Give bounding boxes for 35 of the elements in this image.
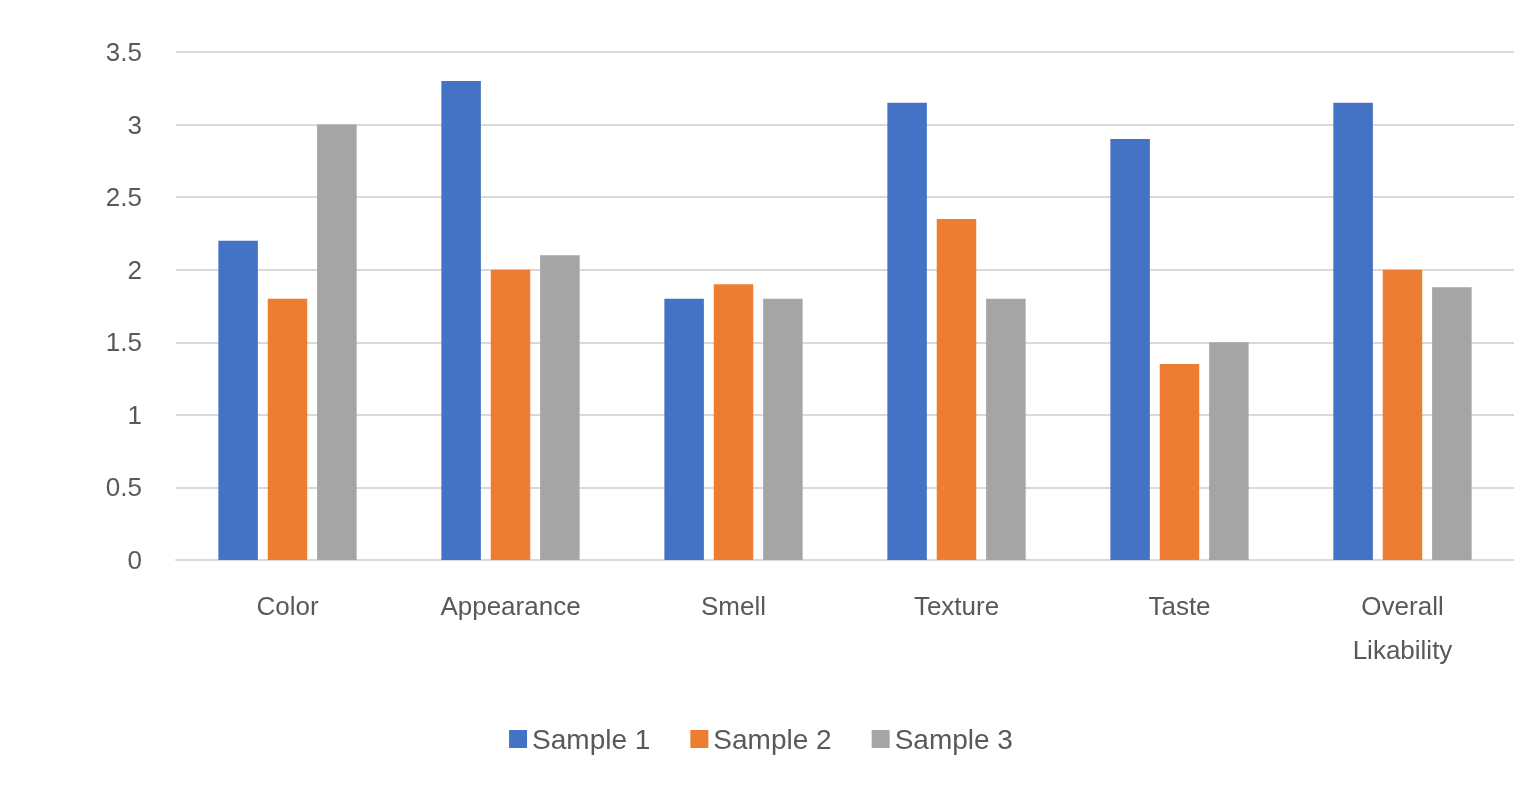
bar: [1432, 287, 1472, 560]
x-tick-label: Taste: [1148, 591, 1211, 621]
bar: [887, 102, 927, 560]
bar: [267, 298, 308, 560]
x-tick-label: Overall Likability: [1352, 591, 1453, 665]
bar: [317, 124, 357, 560]
y-tick-label: 0: [127, 545, 142, 575]
y-tick-label: 1.5: [105, 327, 142, 358]
legend-label: Sample 3: [894, 723, 1013, 755]
bar: [540, 255, 580, 560]
y-tick-label: 1: [127, 399, 142, 430]
x-tick-label: Appearance: [440, 591, 581, 621]
legend-label: Sample 2: [713, 723, 832, 755]
bar: [1110, 139, 1150, 560]
bar: [936, 218, 977, 560]
bar: [490, 269, 531, 560]
y-tick-label: 0.5: [105, 472, 142, 503]
bar: [1159, 364, 1200, 560]
bar: [218, 240, 258, 560]
x-tick-label: Smell: [700, 591, 767, 621]
bar: [1333, 102, 1373, 560]
bar: [713, 284, 754, 560]
bar: [441, 81, 481, 560]
legend-label: Sample 1: [532, 723, 651, 755]
bar: [986, 298, 1026, 560]
bar: [1382, 269, 1423, 560]
x-tick-label: Color: [256, 591, 319, 621]
x-tick-label: Texture: [913, 591, 1000, 621]
bar: [664, 298, 704, 560]
y-tick-label: 3: [127, 109, 142, 140]
bar: [763, 298, 803, 560]
bar: [1209, 342, 1249, 560]
y-tick-label: 2.5: [105, 182, 142, 213]
y-tick-label: 2: [127, 254, 142, 285]
y-tick-label: 3.5: [105, 37, 142, 67]
